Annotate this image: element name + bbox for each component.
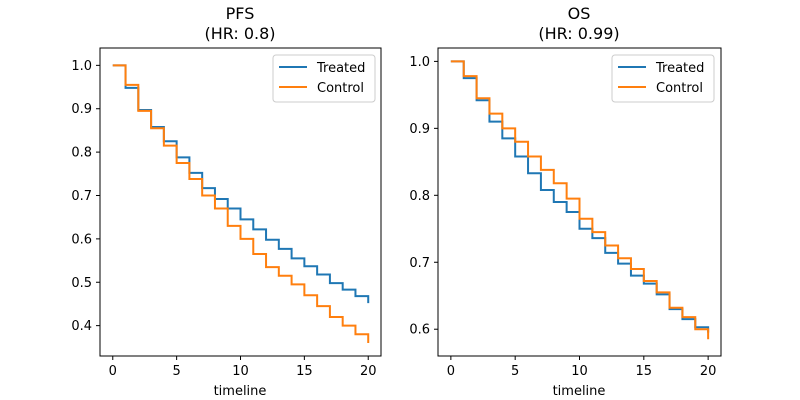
pfs-x-tick-label: 5 [172,364,180,379]
os-plot-area: 0 5 10 15 20 0.6 0.7 0.8 0.9 1.0 [409,47,722,379]
os-x-tick-label: 10 [571,364,588,379]
pfs-y-tick-label: 0.6 [71,232,92,247]
os-title: OS [568,4,591,23]
os-legend: Treated Control [611,54,715,103]
pfs-legend-treated-label: Treated [316,61,365,76]
os-x-tick-label: 15 [636,364,653,379]
pfs-legend-control-label: Control [317,81,364,96]
pfs-y-tick-label: 0.5 [71,276,92,291]
os-y-tick-label: 0.6 [409,323,430,338]
pfs-panel: PFS (HR: 0.8) 0 5 10 15 20 0.4 0.5 0.6 0.7 0.8 0.9… [71,4,382,399]
pfs-legend: Treated Control [272,54,376,103]
os-x-tick-label: 0 [447,364,455,379]
os-control-series-line [450,60,710,340]
os-y-tick-label: 1.0 [409,55,430,70]
os-x-axis-label: timeline [553,384,606,399]
pfs-control-series-line [112,64,370,343]
os-y-tick-label: 0.8 [409,189,430,204]
pfs-treated-series-line [112,64,370,304]
pfs-plot-area: 0 5 10 15 20 0.4 0.5 0.6 0.7 0.8 0.9 1.0 [71,47,382,379]
os-x-tick-label: 20 [700,364,717,379]
pfs-title: PFS [226,4,255,23]
os-hr-subtitle: (HR: 0.99) [538,24,619,43]
os-panel: OS (HR: 0.99) 0 5 10 15 20 0.6 0.7 0.8 0.9 1.0 ti… [409,4,722,399]
pfs-x-tick-label: 10 [232,364,249,379]
pfs-x-tick-label: 0 [109,364,117,379]
pfs-x-tick-label: 15 [296,364,313,379]
os-y-tick-label: 0.9 [409,122,430,137]
pfs-x-axis-label: timeline [214,384,267,399]
os-legend-treated-label: Treated [655,61,704,76]
pfs-y-tick-label: 0.4 [71,319,92,334]
pfs-y-tick-label: 0.9 [71,102,92,117]
os-x-tick-label: 5 [511,364,519,379]
pfs-hr-subtitle: (HR: 0.8) [204,24,275,43]
os-y-tick-label: 0.7 [409,256,430,271]
os-legend-control-label: Control [656,81,703,96]
pfs-y-tick-label: 1.0 [71,59,92,74]
pfs-y-tick-label: 0.7 [71,189,92,204]
pfs-x-tick-label: 20 [360,364,377,379]
pfs-y-tick-label: 0.8 [71,146,92,161]
